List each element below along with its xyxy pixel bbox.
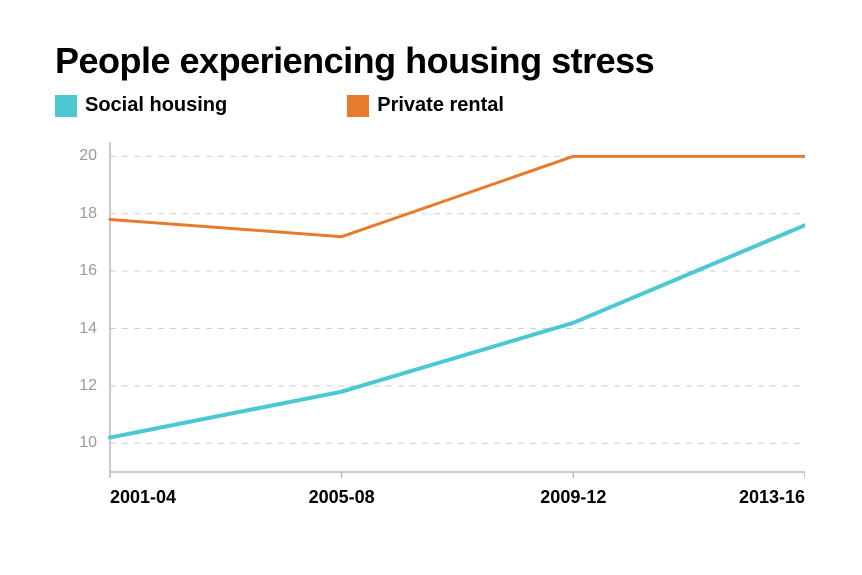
legend-label-private: Private rental [377,94,504,117]
y-tick-label: 20 [79,147,97,165]
legend-item-private: Private rental [347,94,504,117]
x-tick-label: 2005-08 [309,487,375,508]
y-tick-label: 16 [79,262,97,280]
chart-plot: 10 12 14 16 18 20 2001-04 2005-08 2009-12 2013-1… [55,142,805,512]
chart-title: People experiencing housing stress [55,40,807,82]
legend-swatch-private [347,95,369,117]
series-lines [110,156,805,437]
chart-svg [55,142,805,512]
x-tick-label: 2009-12 [540,487,606,508]
x-tick-label: 2013-16 [739,487,805,508]
axes [110,142,805,478]
gridlines [110,156,805,443]
x-tick-label: 2001-04 [110,487,176,508]
y-tick-label: 18 [79,205,97,223]
legend-swatch-social [55,95,77,117]
legend-label-social: Social housing [85,94,227,117]
y-tick-label: 10 [79,434,97,452]
legend-item-social: Social housing [55,94,227,117]
y-tick-label: 12 [79,377,97,395]
chart-legend: Social housing Private rental [55,94,807,117]
chart-container: People experiencing housing stress Socia… [0,0,862,542]
y-tick-label: 14 [79,320,97,338]
